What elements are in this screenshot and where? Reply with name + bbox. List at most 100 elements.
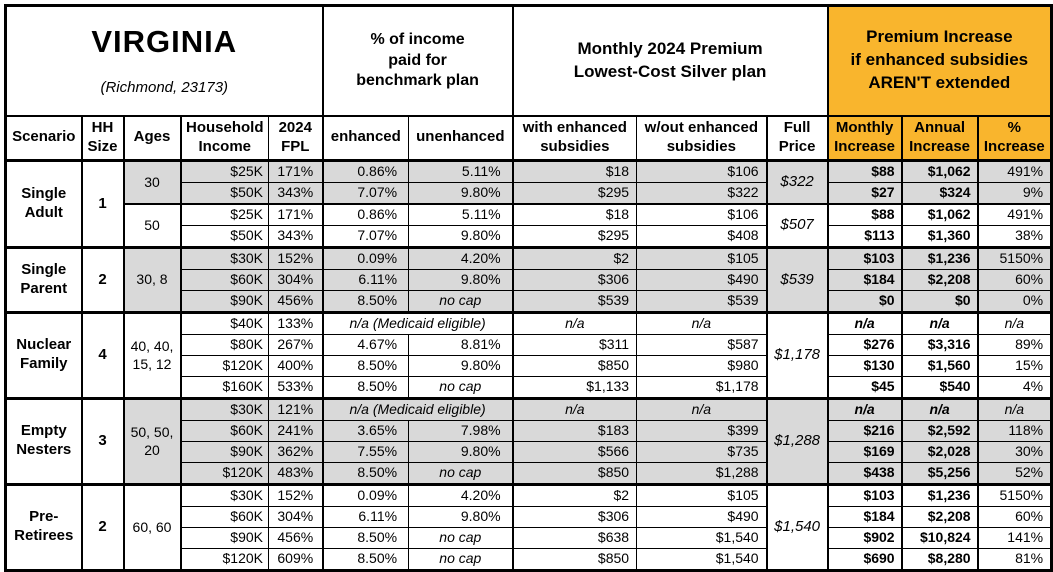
- income-cell: $120K: [180, 462, 269, 486]
- premium-with-subsidies-cell: $295: [512, 225, 638, 249]
- benchmark-enhanced-cell: 6.11%: [322, 269, 410, 291]
- premium-without-subsidies-cell: $322: [636, 182, 768, 205]
- fpl-cell: 343%: [268, 225, 324, 249]
- annual-increase-cell: $540: [901, 376, 979, 400]
- fpl-cell: 400%: [268, 355, 324, 377]
- state-location: (Richmond, 23173): [100, 78, 229, 96]
- increase-group-header: Premium Increase if enhanced subsidies A…: [827, 5, 1052, 117]
- fpl-cell: 456%: [268, 290, 324, 314]
- col-header-ages: Ages: [123, 115, 182, 162]
- scenario-cell: Empty Nesters: [5, 398, 83, 486]
- fpl-cell: 609%: [268, 548, 324, 572]
- premium-with-subsidies-cell: $18: [512, 160, 638, 183]
- benchmark-unenhanced-cell: no cap: [408, 290, 514, 314]
- premium-without-subsidies-cell: $980: [636, 355, 768, 377]
- income-cell: $25K: [180, 160, 269, 183]
- benchmark-unenhanced-cell: 4.20%: [408, 484, 514, 507]
- pct-increase-cell: 60%: [977, 269, 1052, 291]
- benchmark-unenhanced-cell: 9.80%: [408, 441, 514, 463]
- benchmark-unenhanced-cell: no cap: [408, 548, 514, 572]
- income-cell: $120K: [180, 355, 269, 377]
- hh-size-cell: 3: [81, 398, 125, 486]
- table-row: $90K 456% 8.50% no cap $539 $539 $0 $0 0%: [6, 290, 1052, 314]
- premium-with-subsidies-cell: $311: [512, 334, 638, 356]
- pct-increase-cell: 118%: [977, 420, 1052, 442]
- monthly-increase-cell: $902: [827, 527, 903, 549]
- premium-with-subsidies-cell: $850: [512, 355, 638, 377]
- income-cell: $60K: [180, 269, 269, 291]
- benchmark-unenhanced-cell: 7.98%: [408, 420, 514, 442]
- benchmark-unenhanced-cell: no cap: [408, 376, 514, 400]
- pct-increase-cell: 15%: [977, 355, 1052, 377]
- premium-without-subsidies-cell: $539: [636, 290, 768, 314]
- benchmark-unenhanced-cell: 8.81%: [408, 334, 514, 356]
- col-header-scenario: Scenario: [5, 115, 83, 162]
- ages-cell: 50: [123, 203, 182, 249]
- ages-cell: 60, 60: [123, 484, 182, 572]
- monthly-increase-cell: $276: [827, 334, 903, 356]
- fpl-cell: 456%: [268, 527, 324, 549]
- benchmark-group-header: % of income paid for benchmark plan: [322, 5, 514, 117]
- annual-increase-cell: $2,208: [901, 506, 979, 528]
- pct-increase-cell: 5150%: [977, 247, 1052, 270]
- fpl-cell: 362%: [268, 441, 324, 463]
- premium-without-subsidies-cell: $490: [636, 269, 768, 291]
- premium-with-subsidies-cell: n/a: [512, 312, 638, 335]
- table-row: Single Parent 2 30, 8 $30K 152% 0.09% 4.20% $2 $…: [5, 247, 1052, 314]
- income-cell: $50K: [180, 225, 269, 249]
- col-header-hh-size: HH Size: [81, 115, 125, 162]
- benchmark-enhanced-cell: 8.50%: [322, 527, 410, 549]
- pct-increase-cell: 9%: [977, 182, 1052, 205]
- income-cell: $60K: [180, 420, 269, 442]
- income-cell: $80K: [180, 334, 269, 356]
- income-cell: $120K: [180, 548, 269, 572]
- table-row: Pre-Retirees 2 60, 60 $30K 152% 0.09% 4.20% $2 $…: [5, 484, 1052, 572]
- annual-increase-cell: $8,280: [901, 548, 979, 572]
- ages-cell: 40, 40, 15, 12: [123, 312, 182, 400]
- table-row: 50 $25K 171% 0.86% 5.11% $18 $106 $507 $88 $1,062…: [6, 203, 1052, 249]
- scenario-cell: Single Parent: [5, 247, 83, 314]
- monthly-increase-cell: $184: [827, 506, 903, 528]
- annual-increase-cell: $1,236: [901, 484, 979, 507]
- monthly-increase-cell: $45: [827, 376, 903, 400]
- col-header-enhanced: enhanced: [322, 115, 410, 162]
- annual-increase-cell: $324: [901, 182, 979, 205]
- table-row: $60K 304% 6.11% 9.80% $306 $490 $184 $2,208 60%: [6, 269, 1052, 291]
- premium-with-subsidies-cell: $850: [512, 548, 638, 572]
- premium-with-subsidies-cell: $306: [512, 269, 638, 291]
- premium-with-subsidies-cell: $850: [512, 462, 638, 486]
- premium-with-subsidies-cell: $638: [512, 527, 638, 549]
- scenario-cell: Single Adult: [5, 160, 83, 249]
- annual-increase-cell: $1,560: [901, 355, 979, 377]
- premium-without-subsidies-cell: n/a: [636, 312, 768, 335]
- pct-increase-cell: 60%: [977, 506, 1052, 528]
- annual-increase-cell: $1,062: [901, 203, 979, 226]
- col-header-with-subsidies: with enhanced subsidies: [512, 115, 638, 162]
- premium-without-subsidies-cell: $106: [636, 203, 768, 226]
- benchmark-enhanced-cell: 8.50%: [322, 548, 410, 572]
- annual-increase-cell: $1,062: [901, 160, 979, 183]
- fpl-cell: 267%: [268, 334, 324, 356]
- pct-increase-cell: 81%: [977, 548, 1052, 572]
- monthly-increase-cell: n/a: [827, 398, 903, 421]
- benchmark-enhanced-cell: 0.86%: [322, 160, 410, 183]
- income-cell: $40K: [180, 312, 269, 335]
- premium-with-subsidies-cell: $306: [512, 506, 638, 528]
- scenario-cell: Nuclear Family: [5, 312, 83, 400]
- fpl-cell: 171%: [268, 203, 324, 226]
- table-row: $160K 533% 8.50% no cap $1,133 $1,178 $45 $540 4…: [6, 376, 1052, 400]
- income-cell: $30K: [180, 484, 269, 507]
- annual-increase-cell: $10,824: [901, 527, 979, 549]
- ages-cell: 50, 50, 20: [123, 398, 182, 486]
- fpl-cell: 152%: [268, 247, 324, 270]
- pct-increase-cell: n/a: [977, 312, 1052, 335]
- col-header-full-price: Full Price: [766, 115, 829, 162]
- full-price-cell: $507: [766, 203, 829, 249]
- monthly-increase-cell: $690: [827, 548, 903, 572]
- premium-group-header: Monthly 2024 Premium Lowest-Cost Silver …: [512, 5, 829, 117]
- full-price-cell: $1,288: [766, 398, 829, 486]
- benchmark-unenhanced-cell: 9.80%: [408, 506, 514, 528]
- full-price-cell: $539: [766, 247, 829, 314]
- state-title-cell: VIRGINIA (Richmond, 23173): [5, 5, 324, 117]
